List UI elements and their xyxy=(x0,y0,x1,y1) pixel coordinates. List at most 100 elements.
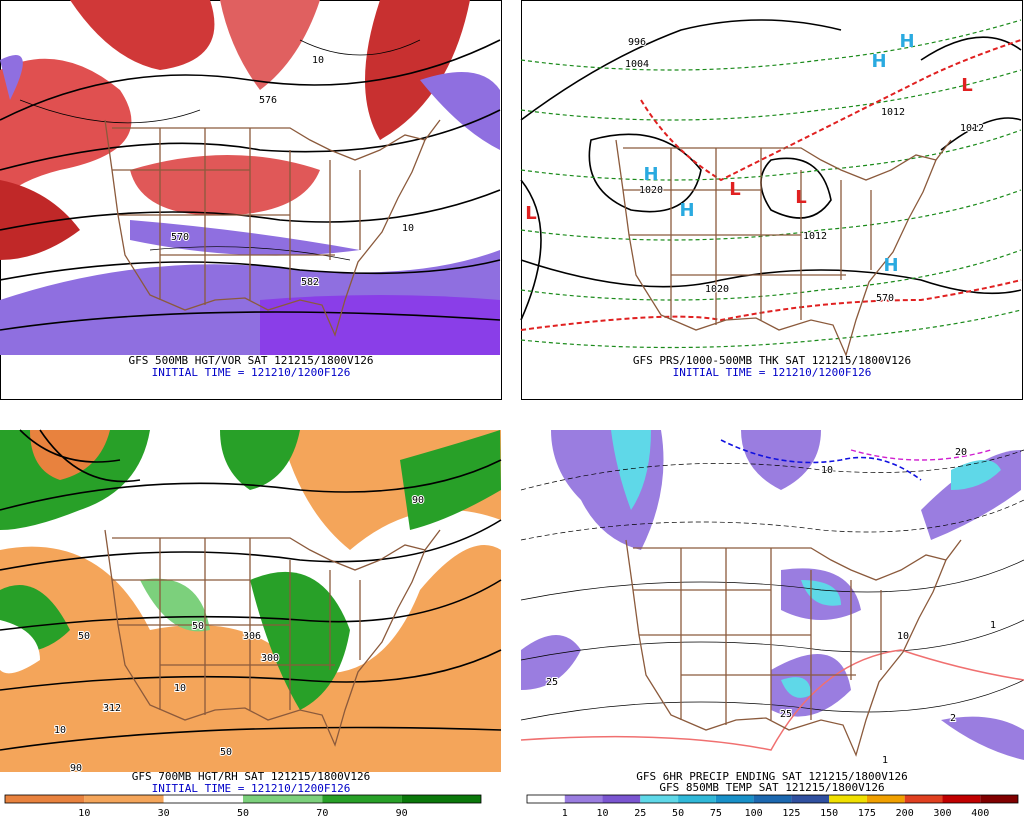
contour-label: 1012 xyxy=(803,231,827,242)
height-contours-part xyxy=(0,39,501,121)
thickness-contours-part xyxy=(520,129,1022,181)
low-center: L xyxy=(729,179,740,200)
height-contours-part xyxy=(0,519,502,571)
low-center: L xyxy=(525,203,536,224)
isobars-part xyxy=(520,19,842,121)
precip-fill-part xyxy=(941,716,1024,760)
height-contours-part xyxy=(0,459,502,511)
colorbar-swatch xyxy=(791,795,830,803)
height-contours-part xyxy=(0,579,502,631)
colorbar-swatch xyxy=(715,795,754,803)
panel-title: GFS 6HR PRECIP ENDING SAT 121215/1800V12… xyxy=(636,770,908,783)
contour-label: 50 xyxy=(78,631,90,642)
contour-label: 312 xyxy=(103,703,121,714)
vorticity-fill-part xyxy=(0,58,132,200)
precip-fill-part xyxy=(741,430,821,490)
colorbar-swatch xyxy=(678,795,716,803)
isobars xyxy=(520,19,1022,321)
vorticity-fill-part xyxy=(0,55,500,256)
colorbar-swatch xyxy=(753,795,792,803)
high-center: H xyxy=(679,200,694,221)
panel-500mb: 570 10 10 582 576 GFS 500MB HGT/VOR SAT … xyxy=(0,0,502,400)
panel-pressure: 996 1004 1020 1012 1020 1012 570 1012 H … xyxy=(520,0,1023,400)
panel-subtitle: INITIAL TIME = 121210/1200F126 xyxy=(152,366,351,379)
height-contours-part xyxy=(0,259,501,281)
contour-label: 300 xyxy=(261,653,279,664)
humidity-fill-part xyxy=(400,430,501,530)
thickness-540-part xyxy=(640,39,1022,182)
colorbar-frame xyxy=(526,794,1019,804)
low-center: L xyxy=(795,187,806,208)
contour-label: 10 xyxy=(174,683,186,694)
thickness-contours-part xyxy=(520,19,1022,71)
contour-label: 1 xyxy=(990,620,996,631)
height-contours-part xyxy=(0,311,501,331)
contour-label: 582 xyxy=(301,277,319,288)
thickness-contours-part xyxy=(520,249,1022,301)
temp-contours-part xyxy=(520,559,1024,601)
precip-fill-part xyxy=(521,635,581,690)
contour-label: 90 xyxy=(412,495,424,506)
colorbar-swatch xyxy=(322,795,402,803)
panel-subtitle: INITIAL TIME = 121210/1200F126 xyxy=(673,366,872,379)
humidity-fill-part xyxy=(220,430,300,490)
contour-label: 1020 xyxy=(705,284,729,295)
panel-subtitle: INITIAL TIME = 121210/1200F126 xyxy=(152,782,351,795)
isobars-part xyxy=(520,179,542,321)
colorbar-label: 30 xyxy=(158,808,170,819)
contour-label: 306 xyxy=(243,631,261,642)
contour-label: 1012 xyxy=(960,123,984,134)
height-contours-part xyxy=(0,189,501,231)
colorbar-label: 1 xyxy=(562,808,568,819)
temp-contours-part xyxy=(520,619,1024,661)
rh-colorbar: 10 30 50 70 90 xyxy=(4,794,482,819)
panel-700mb: 50 306 300 312 90 10 50 10 90 50 GFS 700… xyxy=(0,429,502,819)
height-contours-part xyxy=(0,109,501,171)
colorbar-label: 300 xyxy=(933,808,951,819)
colorbar-swatch xyxy=(84,795,164,803)
colorbar-swatch xyxy=(980,795,1018,803)
panel-subtitle: GFS 850MB TEMP SAT 121215/1800V126 xyxy=(659,781,884,794)
humidity-fill-part xyxy=(0,620,40,674)
contour-label: 570 xyxy=(171,232,189,243)
height-contours-part xyxy=(0,726,502,751)
contour-label: 10 xyxy=(821,465,833,476)
isobars-part xyxy=(520,259,1022,295)
thickness-contours-part xyxy=(520,309,1022,349)
height-contours-part xyxy=(19,429,141,483)
contour-label: 10 xyxy=(54,725,66,736)
colorbar-swatch xyxy=(163,795,243,803)
colorbar-swatch xyxy=(243,795,323,803)
high-center: H xyxy=(871,51,886,72)
colorbar-label: 70 xyxy=(316,808,328,819)
colorbar-label: 400 xyxy=(971,808,989,819)
colorbar-label: 50 xyxy=(237,808,249,819)
contour-label: 10 xyxy=(897,631,909,642)
temp-contours-part xyxy=(720,439,922,481)
contour-label: 2 xyxy=(950,713,956,724)
thickness-contours-part xyxy=(520,189,1022,241)
temp-contours-part xyxy=(520,499,1024,541)
panel-precip: 25 25 2 1 10 20 10 1 GFS 6HR PRECIP ENDI… xyxy=(520,430,1024,819)
colorbar-label: 90 xyxy=(396,808,408,819)
height-contours xyxy=(0,429,502,751)
colorbar-frame xyxy=(4,794,482,804)
colorbar-swatch xyxy=(602,795,641,803)
high-center: H xyxy=(899,31,914,52)
precip-fill-part xyxy=(781,677,811,698)
colorbar-label: 150 xyxy=(820,808,838,819)
colorbar-label: 10 xyxy=(597,808,609,819)
colorbar-label: 200 xyxy=(896,808,914,819)
thickness-contours xyxy=(520,19,1022,349)
colorbar-swatch xyxy=(829,795,867,803)
vorticity-fill-part xyxy=(365,0,470,140)
contour-label: 10 xyxy=(402,223,414,234)
colorbar-label: 125 xyxy=(782,808,800,819)
colorbar-swatch xyxy=(5,795,85,803)
isobars-part xyxy=(920,36,1022,151)
contour-label: 570 xyxy=(876,293,894,304)
vorticity-fill xyxy=(0,0,500,355)
temp-contours xyxy=(520,439,1024,751)
colorbar-label: 25 xyxy=(634,808,646,819)
colorbar-swatch xyxy=(866,795,905,803)
